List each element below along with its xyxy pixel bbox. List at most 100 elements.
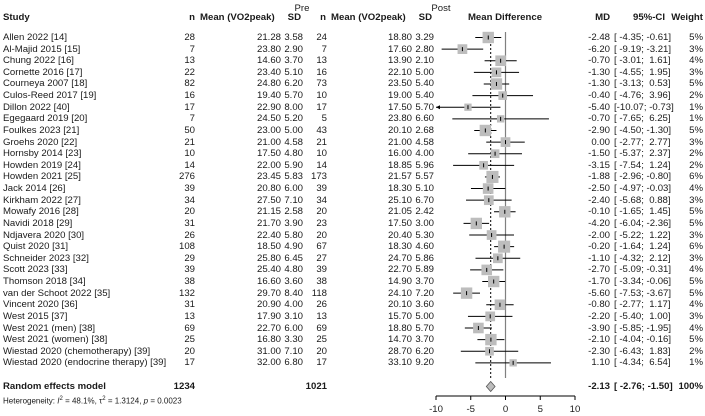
ci-value: [ -4.55; 1.95]	[614, 66, 671, 78]
pre-mean: 21.00	[256, 136, 281, 148]
study-name: Courneya 2007 [18]	[3, 78, 88, 90]
post-mean: 18.85	[387, 159, 412, 171]
post-n: 20	[316, 345, 327, 357]
pre-sd: 6.20	[284, 78, 303, 90]
post-sd: 2.80	[415, 43, 434, 55]
pre-n: 28	[184, 32, 195, 43]
post-mean-header: Mean (VO2peak)	[331, 12, 406, 23]
post-n: 17	[316, 357, 327, 369]
pooled-diamond	[485, 380, 496, 393]
pre-n: 39	[184, 264, 195, 276]
tau-symbol: τ	[99, 396, 103, 406]
study-name: Quist 2020 [31]	[3, 241, 69, 253]
study-name: West 2021 (men) [38]	[3, 322, 96, 334]
post-sd: 5.96	[415, 159, 434, 171]
pre-mean-header: Mean (VO2peak)	[200, 12, 275, 23]
weight-header: Weight	[671, 12, 703, 23]
pre-mean: 29.70	[256, 287, 281, 299]
pre-sd: 4.58	[284, 136, 303, 148]
md-value: -0.80	[588, 299, 610, 311]
post-mean: 21.05	[387, 206, 412, 218]
weight-value: 5%	[689, 124, 703, 136]
pre-mean: 17.90	[256, 310, 281, 322]
md-value: -1.10	[588, 252, 610, 264]
study-name: Thomson 2018 [34]	[3, 276, 86, 288]
post-n: 26	[316, 299, 327, 311]
pre-mean: 14.60	[256, 55, 281, 67]
pre-sd: 5.70	[284, 90, 303, 102]
ci-value: [ -4.76; 3.96]	[614, 90, 671, 102]
pre-sd: 6.80	[284, 357, 303, 369]
pre-mean: 21.70	[256, 217, 281, 229]
weight-value: 3%	[689, 66, 703, 78]
pre-sd: 7.10	[284, 194, 303, 206]
post-sd: 3.70	[415, 276, 434, 288]
ci-arrow-left	[436, 105, 440, 110]
weight-value: 4%	[689, 183, 703, 195]
pre-sd: 2.58	[284, 206, 303, 218]
weight-value: 5%	[689, 78, 703, 90]
post-n: 39	[316, 183, 327, 195]
md-value: -5.40	[588, 101, 610, 113]
pre-sd: 4.80	[284, 264, 303, 276]
md-value: -1.88	[588, 171, 610, 183]
md-value: -0.40	[588, 90, 610, 102]
pre-sd: 5.10	[284, 66, 303, 78]
pre-sd: 5.83	[284, 171, 303, 183]
heterogeneity-prefix: Heterogeneity:	[3, 396, 58, 406]
i2-symbol: I	[57, 396, 60, 406]
post-sd: 5.00	[415, 66, 434, 78]
pre-sd: 5.20	[284, 113, 303, 125]
pre-n: 7	[189, 43, 195, 55]
post-n: 5	[321, 113, 327, 125]
post-n: 10	[316, 148, 327, 160]
md-value: 1.10	[591, 357, 610, 369]
weight-value: 2%	[689, 345, 703, 357]
pre-n: 50	[184, 124, 195, 136]
pre-sd: 4.90	[284, 241, 303, 253]
post-mean: 25.10	[387, 194, 412, 206]
post-group-header: Post	[431, 3, 451, 14]
study-name: van der Schoot 2022 [35]	[3, 287, 111, 299]
post-sd: 5.57	[415, 171, 434, 183]
post-sd: 3.70	[415, 334, 434, 346]
study-name: Howden 2021 [25]	[3, 171, 81, 183]
pre-sd: 3.58	[284, 32, 303, 43]
post-mean: 21.57	[387, 171, 412, 183]
post-sd-header: SD	[418, 12, 432, 23]
md-value: -0.70	[588, 55, 610, 67]
study-name: Chung 2022 [16]	[3, 55, 74, 67]
md-value: -4.20	[588, 217, 610, 229]
pre-n: 16	[184, 90, 195, 102]
pre-mean: 27.50	[256, 194, 281, 206]
post-sd: 2.42	[415, 206, 434, 218]
post-n: 7	[321, 43, 327, 55]
pre-n: 69	[184, 322, 195, 334]
post-sd: 4.00	[415, 148, 434, 160]
pre-sd: 6.00	[284, 183, 303, 195]
x-axis-tick-label: 10	[569, 404, 581, 415]
post-mean: 18.30	[387, 241, 412, 253]
weight-value: 3%	[689, 310, 703, 322]
md-value: -2.40	[588, 194, 610, 206]
post-mean: 17.60	[387, 43, 412, 55]
post-n: 118	[311, 287, 327, 299]
post-mean: 22.70	[387, 264, 412, 276]
p-symbol: p	[143, 396, 149, 406]
post-n: 16	[316, 66, 327, 78]
pre-sd: 3.30	[284, 334, 303, 346]
post-n: 13	[316, 55, 327, 67]
ci-value: [ -7.54; 1.24]	[614, 159, 671, 171]
md-value: 0.00	[591, 136, 610, 148]
post-mean: 17.50	[387, 217, 412, 229]
mean-difference-header: Mean Difference	[467, 12, 543, 23]
pre-n: 29	[184, 252, 195, 264]
pre-mean: 20.90	[256, 299, 281, 311]
post-n: 39	[316, 264, 327, 276]
md-value: -1.50	[588, 148, 610, 160]
pre-mean: 23.80	[256, 43, 281, 55]
ci-value: [ -2.77; 1.17]	[614, 299, 671, 311]
post-n: 25	[316, 334, 327, 346]
ci-value: [ -6.04; -2.36]	[614, 217, 672, 229]
study-name: Egegaard 2019 [20]	[3, 113, 88, 125]
